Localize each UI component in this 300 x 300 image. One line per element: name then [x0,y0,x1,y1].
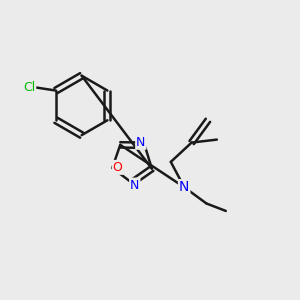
Text: O: O [113,161,123,174]
Text: N: N [136,136,146,149]
Text: N: N [130,178,140,192]
Text: Cl: Cl [23,81,35,94]
Text: N: N [179,180,189,194]
